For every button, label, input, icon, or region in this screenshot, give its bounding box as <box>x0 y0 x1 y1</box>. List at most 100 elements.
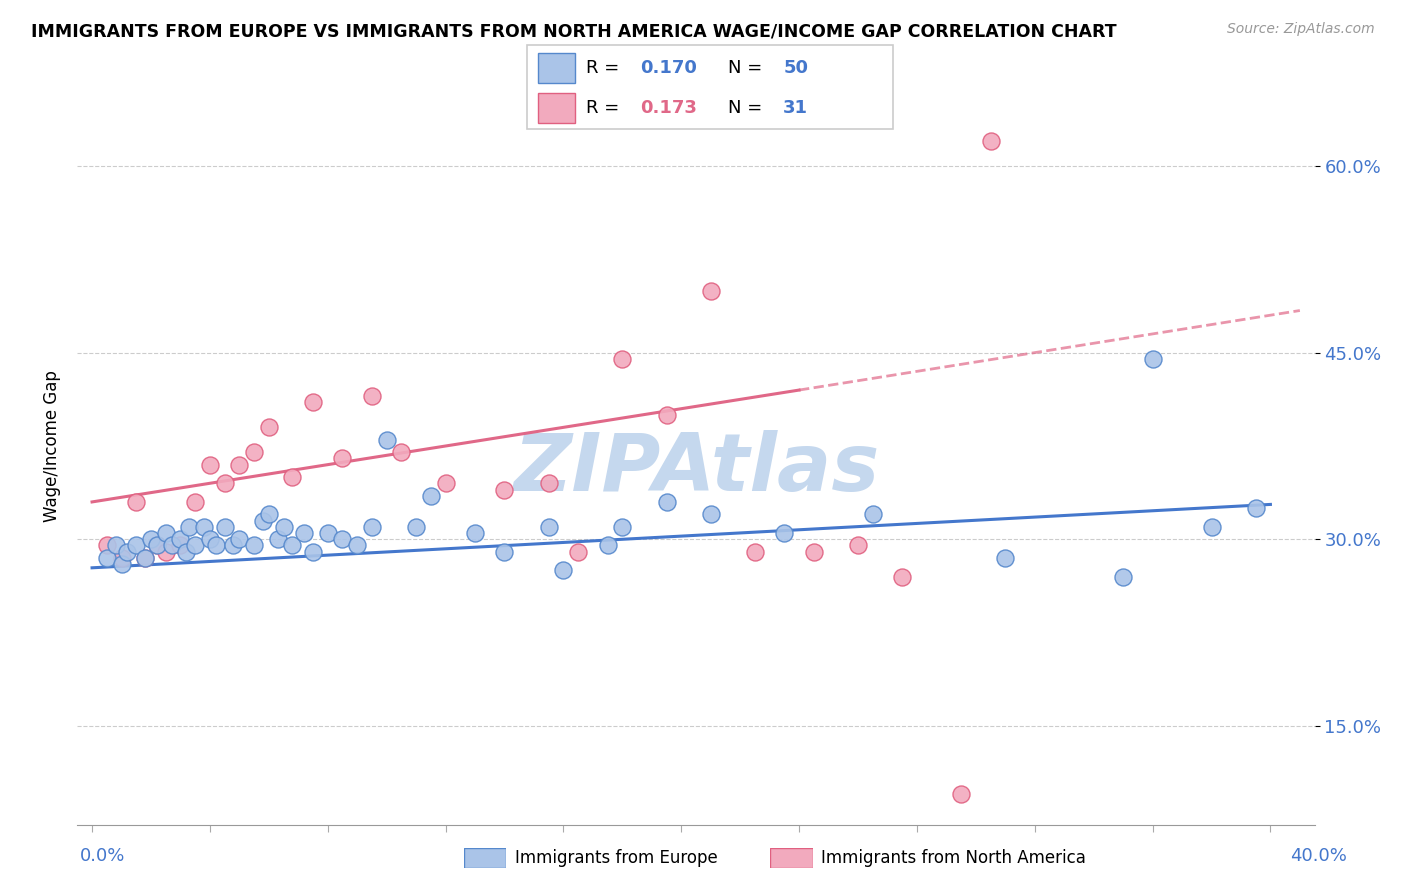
Point <box>773 526 796 541</box>
Text: N =: N = <box>728 59 768 77</box>
Point <box>169 533 191 547</box>
Text: Immigrants from Europe: Immigrants from Europe <box>515 849 717 867</box>
Point <box>96 538 118 552</box>
Text: 0.0%: 0.0% <box>80 847 125 865</box>
Point <box>346 538 368 552</box>
Point <box>243 538 266 552</box>
Point <box>655 408 678 422</box>
Point <box>228 458 250 472</box>
Point <box>361 389 384 403</box>
Text: Source: ZipAtlas.com: Source: ZipAtlas.com <box>1227 22 1375 37</box>
Point <box>494 544 516 558</box>
Point <box>160 538 183 552</box>
Point <box>204 538 226 552</box>
Point <box>117 544 139 558</box>
FancyBboxPatch shape <box>527 45 893 129</box>
Point <box>198 458 221 472</box>
Point <box>1244 501 1267 516</box>
Point <box>1201 520 1223 534</box>
Point <box>950 787 973 801</box>
Point <box>243 445 266 459</box>
Point <box>494 483 516 497</box>
Point <box>193 520 215 534</box>
Point <box>862 508 884 522</box>
Point <box>891 569 914 583</box>
Point <box>104 538 127 552</box>
Point <box>655 495 678 509</box>
Point <box>744 544 766 558</box>
Text: 0.170: 0.170 <box>641 59 697 77</box>
Point <box>419 489 441 503</box>
Point <box>176 544 198 558</box>
Point <box>257 508 280 522</box>
Y-axis label: Wage/Income Gap: Wage/Income Gap <box>42 370 60 522</box>
Point <box>537 520 560 534</box>
Text: IMMIGRANTS FROM EUROPE VS IMMIGRANTS FROM NORTH AMERICA WAGE/INCOME GAP CORRELAT: IMMIGRANTS FROM EUROPE VS IMMIGRANTS FRO… <box>31 22 1116 40</box>
Point <box>361 520 384 534</box>
Point <box>537 476 560 491</box>
Point <box>464 526 486 541</box>
Point <box>553 563 575 577</box>
Point <box>134 550 156 565</box>
Text: 50: 50 <box>783 59 808 77</box>
Point <box>96 550 118 565</box>
Text: 40.0%: 40.0% <box>1291 847 1347 865</box>
Point <box>125 538 148 552</box>
Point <box>273 520 295 534</box>
Point <box>434 476 457 491</box>
Point <box>281 538 304 552</box>
Point <box>612 520 634 534</box>
Point <box>146 538 169 552</box>
Text: R =: R = <box>586 59 624 77</box>
Bar <box>538 54 575 83</box>
Point <box>110 557 132 571</box>
Point <box>184 538 207 552</box>
Point <box>302 544 325 558</box>
Point <box>375 433 398 447</box>
Point <box>1142 351 1164 366</box>
Point <box>228 533 250 547</box>
Text: N =: N = <box>728 99 768 117</box>
Point <box>332 533 354 547</box>
Point <box>596 538 619 552</box>
Point <box>110 550 132 565</box>
Point <box>222 538 245 552</box>
Text: 31: 31 <box>783 99 808 117</box>
Point <box>125 495 148 509</box>
Point <box>1112 569 1135 583</box>
Point <box>405 520 427 534</box>
Point <box>146 538 169 552</box>
Point <box>155 526 177 541</box>
Point <box>252 514 274 528</box>
Point <box>803 544 825 558</box>
Point <box>612 351 634 366</box>
Point <box>846 538 869 552</box>
Point <box>316 526 339 541</box>
Point <box>281 470 304 484</box>
Point <box>184 495 207 509</box>
Point <box>179 520 201 534</box>
Point <box>214 520 236 534</box>
Point <box>302 395 325 409</box>
Point <box>134 550 156 565</box>
Point <box>169 538 191 552</box>
Text: R =: R = <box>586 99 624 117</box>
Point <box>214 476 236 491</box>
Point <box>266 533 288 547</box>
Point <box>389 445 412 459</box>
Text: ZIPAtlas: ZIPAtlas <box>513 430 879 508</box>
Point <box>257 420 280 434</box>
Point <box>292 526 315 541</box>
Point <box>994 550 1017 565</box>
Text: Immigrants from North America: Immigrants from North America <box>821 849 1085 867</box>
Point <box>699 508 721 522</box>
Point <box>699 284 721 298</box>
Bar <box>538 93 575 122</box>
Point <box>198 533 221 547</box>
Text: 0.173: 0.173 <box>641 99 697 117</box>
Point <box>980 135 1002 149</box>
Point <box>155 544 177 558</box>
Point <box>567 544 589 558</box>
Point <box>139 533 162 547</box>
Point <box>332 451 354 466</box>
